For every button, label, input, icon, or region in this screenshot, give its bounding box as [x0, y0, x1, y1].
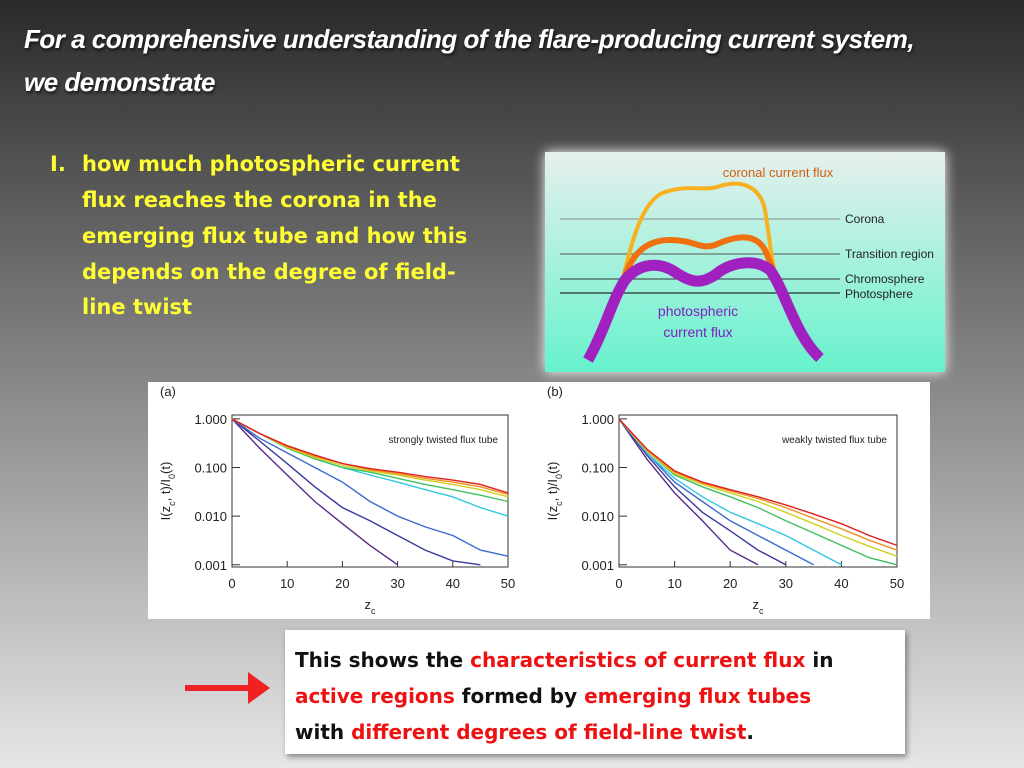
bullet-line: flux reaches the corona in the [82, 188, 437, 212]
x-tick-label: 10 [667, 576, 681, 591]
arrow-shape [185, 672, 270, 704]
title-line: we demonstrate [24, 67, 215, 97]
layer-label: Transition region [845, 247, 934, 261]
label-part: z [365, 597, 372, 612]
series-line [618, 418, 898, 547]
subscript: c [759, 606, 764, 616]
bullet-marker: I. [50, 152, 66, 176]
highlight-text: emerging flux tubes [584, 684, 811, 708]
x-tick-label: 20 [723, 576, 737, 591]
note-line: with different degrees of field-line twi… [295, 720, 754, 744]
label-part: (t) [158, 462, 173, 474]
x-tick-label: 40 [446, 576, 460, 591]
plot-panel [148, 382, 930, 619]
annotation: strongly twisted flux tube [389, 435, 499, 446]
label-part: , t)/I [545, 479, 560, 501]
bullet: I. how much photospheric current flux re… [50, 152, 467, 319]
arrow [185, 672, 270, 704]
note-text: formed by [455, 684, 584, 708]
layer-label: Photosphere [845, 287, 913, 301]
y-tick-label: 0.100 [581, 460, 614, 475]
axis-label: I(zc, t)/I0(t) [545, 462, 564, 521]
axis-label: I(zc, t)/I0(t) [158, 462, 177, 521]
x-tick-label: 0 [615, 576, 622, 591]
charts: (a) strongly twisted flux tube 0 10 20 30 40 50… [158, 384, 904, 616]
label-part: z [753, 597, 760, 612]
axis-label: zc [753, 597, 765, 616]
bullet-line: emerging flux tube and how this [82, 224, 467, 248]
bullet-line: line twist [82, 295, 192, 319]
label-part: (t) [545, 462, 560, 474]
title-line: For a comprehensive understanding of the… [24, 24, 914, 54]
highlight-text: characteristics of current flux [470, 648, 805, 672]
photospheric-label: current flux [663, 324, 732, 340]
subscript: c [167, 501, 177, 506]
subscript: c [371, 606, 376, 616]
note-text: in [805, 648, 833, 672]
coronal-curve [618, 181, 782, 291]
note-box [285, 630, 905, 754]
plot-frame [231, 414, 509, 568]
label-part: , t)/I [158, 479, 173, 501]
annotation: weakly twisted flux tube [781, 435, 887, 446]
chart: (a) strongly twisted flux tube 0 10 20 30 40 50… [158, 384, 515, 616]
photospheric-label: photospheric [658, 303, 738, 319]
y-tick-label: 0.010 [581, 509, 614, 524]
note-line: active regions formed by emerging flux t… [295, 684, 811, 708]
x-tick-label: 50 [890, 576, 904, 591]
series-line [231, 418, 399, 566]
highlight-text: active regions [295, 684, 455, 708]
x-tick-label: 10 [280, 576, 294, 591]
series-line [618, 418, 898, 551]
subscript: 0 [554, 474, 564, 479]
note-text: with [295, 720, 351, 744]
series-line [618, 418, 898, 566]
series-line [618, 418, 842, 566]
series-line [231, 418, 509, 557]
y-tick-label: 0.100 [194, 460, 227, 475]
y-tick-label: 1.000 [194, 412, 227, 427]
diagram: coronal current flux Corona Transition r… [545, 152, 945, 372]
bullet-line: how much photospheric current [82, 152, 460, 176]
label-part: I(z [545, 506, 560, 520]
series-line [618, 418, 787, 566]
y-tick-label: 0.010 [194, 509, 227, 524]
y-tick-label: 0.001 [194, 558, 227, 573]
x-tick-label: 40 [834, 576, 848, 591]
panel-label: (a) [160, 384, 176, 399]
subscript: 0 [167, 474, 177, 479]
axis-label: zc [365, 597, 377, 616]
coronal-label: coronal current flux [723, 165, 834, 180]
transition-curve [619, 234, 783, 290]
note-line: This shows the characteristics of curren… [295, 648, 833, 672]
x-tick-label: 50 [501, 576, 515, 591]
x-tick-label: 20 [335, 576, 349, 591]
layer-label: Chromosphere [845, 272, 925, 286]
layer-label: Corona [845, 212, 885, 226]
bullet-line: depends on the degree of field- [82, 260, 456, 284]
note-text: This shows the [295, 648, 470, 672]
series-line [618, 418, 759, 566]
panel-label: (b) [547, 384, 563, 399]
photospheric-curve [583, 257, 824, 363]
x-tick-label: 0 [228, 576, 235, 591]
title: For a comprehensive understanding of the… [24, 24, 915, 97]
y-tick-label: 0.001 [581, 558, 614, 573]
note-text: . [746, 720, 754, 744]
x-tick-label: 30 [390, 576, 404, 591]
y-tick-label: 1.000 [581, 412, 614, 427]
plot-frame [618, 414, 898, 568]
series-line [231, 418, 509, 494]
label-part: I(z [158, 506, 173, 520]
subscript: c [554, 501, 564, 506]
series-line [618, 418, 898, 557]
note: This shows the characteristics of curren… [295, 648, 833, 744]
series-line [231, 418, 481, 566]
x-tick-label: 30 [779, 576, 793, 591]
highlight-text: different degrees of field-line twist [351, 720, 747, 744]
chart: (b) weakly twisted flux tube 0 10 20 30 40 50 1.… [545, 384, 904, 616]
